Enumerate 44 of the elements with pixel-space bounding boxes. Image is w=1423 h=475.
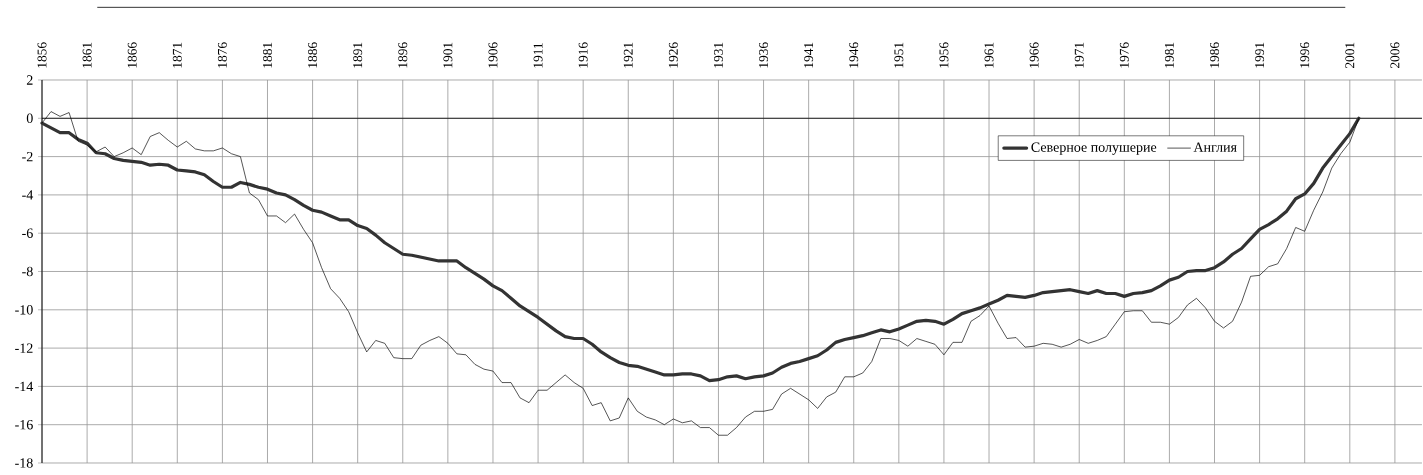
x-tick-label: 1881 — [262, 42, 272, 68]
x-tick-label: 1871 — [172, 42, 182, 68]
x-tick-label: 1961 — [984, 42, 994, 68]
x-tick-label: 1986 — [1210, 42, 1220, 68]
x-tick-label: 1996 — [1300, 42, 1310, 68]
y-tick-label: 0 — [26, 113, 33, 124]
y-tick-label: -6 — [22, 228, 33, 238]
y-tick-label: -14 — [15, 381, 34, 392]
y-tick-label: -4 — [22, 190, 34, 200]
y-tick-label: -8 — [22, 266, 33, 277]
y-tick-label: -18 — [15, 458, 33, 468]
x-tick-label: 1951 — [894, 42, 904, 68]
y-tick-label: -16 — [15, 420, 33, 430]
x-tick-label: 1856 — [37, 42, 47, 68]
x-tick-label: 1876 — [217, 42, 227, 68]
x-tick-label: 1906 — [488, 42, 498, 68]
x-tick-label: 1911 — [533, 43, 543, 68]
x-tick-label: 1956 — [939, 42, 949, 68]
y-tick-label: 2 — [26, 75, 33, 85]
x-tick-label: 1886 — [308, 42, 318, 68]
y-tick-label: -12 — [15, 343, 33, 353]
x-tick-label: 1941 — [804, 42, 814, 68]
x-tick-label: 1901 — [443, 42, 453, 68]
x-tick-label: 1966 — [1029, 42, 1039, 68]
x-tick-label: 1976 — [1119, 42, 1129, 68]
x-tick-label: 1861 — [82, 42, 92, 68]
x-tick-label: 1931 — [713, 42, 723, 68]
x-tick-label: 1926 — [668, 42, 678, 68]
x-tick-label: 2001 — [1345, 42, 1355, 69]
x-tick-label: 1981 — [1164, 42, 1174, 68]
x-tick-label: 1971 — [1074, 42, 1084, 68]
x-tick-label: 1946 — [849, 42, 859, 68]
y-tick-label: -10 — [15, 305, 33, 315]
x-tick-label: 1891 — [353, 42, 363, 68]
x-tick-label: 1916 — [578, 42, 588, 68]
legend-label: Северное полушерие — [1031, 142, 1157, 155]
x-tick-label: 1936 — [759, 42, 769, 68]
x-tick-label: 1991 — [1255, 42, 1265, 68]
y-tick-label: -2 — [22, 151, 33, 162]
legend-label: Англия — [1193, 142, 1237, 152]
x-tick-label: 2006 — [1390, 42, 1400, 69]
x-tick-label: 1896 — [398, 42, 408, 68]
x-tick-label: 1921 — [623, 42, 633, 68]
x-tick-label: 1866 — [127, 42, 137, 68]
